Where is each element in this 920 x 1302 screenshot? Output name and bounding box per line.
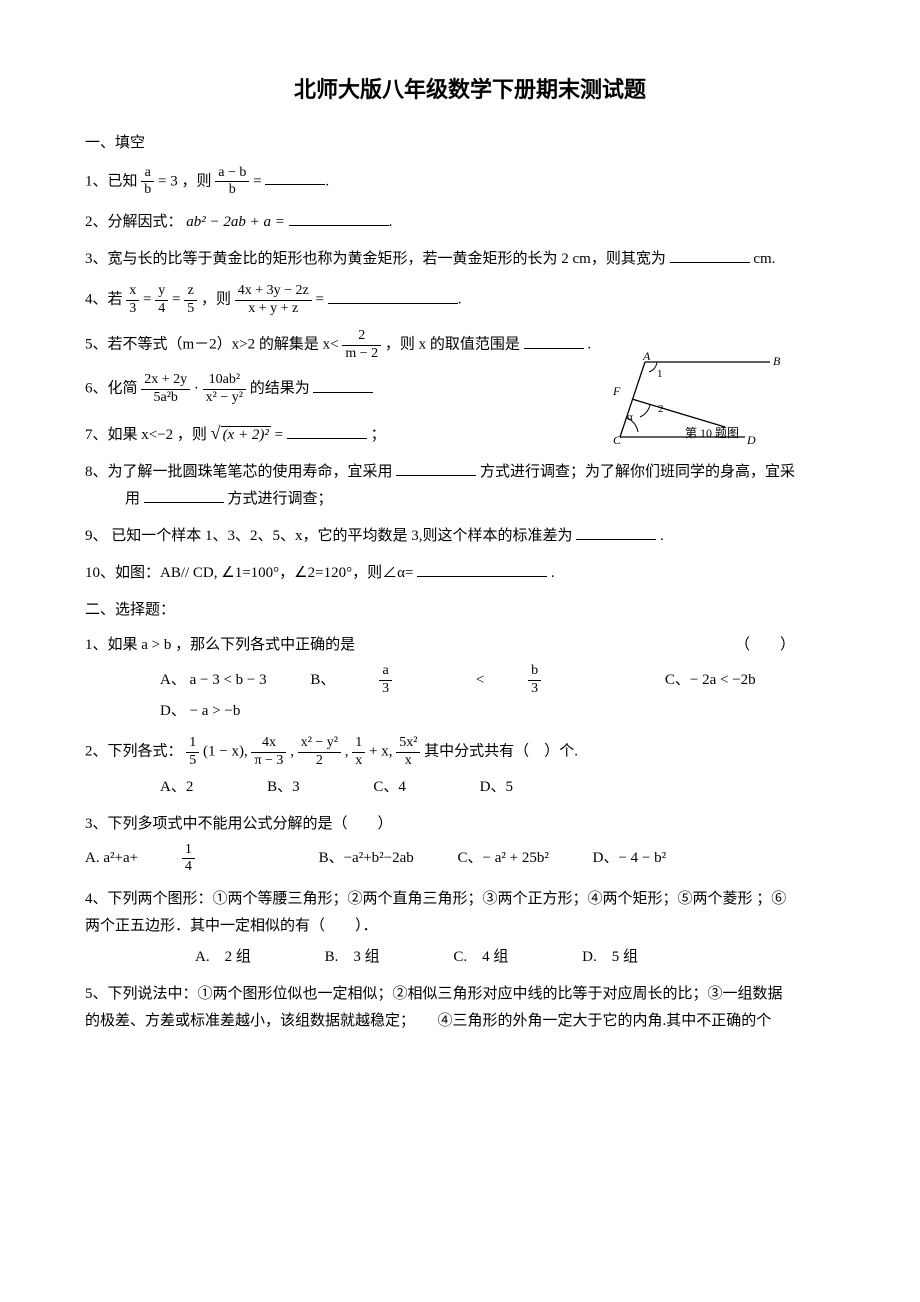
q1-1-post: = — [253, 173, 261, 189]
q2-2: 2、下列各式： 15 (1 − x), 4xπ − 3 , x² − y²2 ,… — [85, 735, 855, 801]
q1-4: 4、若 x3 = y4 = z5 ，则 4x + 3y − 2zx + y + … — [85, 283, 855, 318]
q1-6: 6、化简 2x + 2y5a²b · 10ab²x² − y² 的结果为 A B… — [85, 372, 855, 407]
svg-text:B: B — [773, 354, 781, 368]
q1-4-pre: 4、若 — [85, 292, 126, 308]
blank — [287, 424, 367, 439]
opt-B: B、3 — [267, 774, 300, 801]
document-title: 北师大版八年级数学下册期末测试题 — [85, 70, 855, 110]
q1-8: 8、为了解一批圆珠笔笔芯的使用寿命，宜采用 方式进行调查；为了解你们班同学的身高… — [85, 459, 855, 513]
q1-2: 2、分解因式： ab² − 2ab + a = . — [85, 209, 855, 236]
blank — [417, 562, 547, 577]
opt-D: D、− 4 − b² — [593, 845, 667, 872]
opt-A: A. 2 组 — [195, 944, 251, 971]
q1-9: 9、 已知一个样本 1、3、2、5、x，它的平均数是 3,则这个样本的标准差为 … — [85, 523, 855, 550]
svg-text:1: 1 — [657, 368, 663, 380]
blank — [524, 334, 584, 349]
blank — [396, 461, 476, 476]
q1-1-pre: 1、已知 — [85, 173, 138, 189]
section-1-header: 一、填空 — [85, 130, 855, 157]
q2-4: 4、下列两个图形：①两个等腰三角形；②两个直角三角形；③两个正方形；④两个矩形；… — [85, 886, 855, 971]
opt-D: D、5 — [480, 774, 513, 801]
q1-7: 7、如果 x<−2 ，则 (x + 2)² = ； — [85, 417, 855, 449]
q1-5-pre: 5、若不等式（m－2）x>2 的解集是 x< — [85, 337, 342, 353]
blank — [576, 525, 656, 540]
section-2-header: 二、选择题： — [85, 597, 855, 624]
q1-10: 10、如图：AB// CD, ∠1=100°，∠2=120°，则∠α= . — [85, 560, 855, 587]
q1-1: 1、已知 ab = 3 ，则 a − bb = . — [85, 165, 855, 200]
blank — [144, 488, 224, 503]
opt-C: C、− a² + 25b² — [458, 845, 549, 872]
opt-A: A. a²+a+ 14 — [85, 842, 275, 877]
blank — [313, 378, 373, 393]
q1-1-mid: = 3 ，则 — [158, 173, 215, 189]
frac-a-b: ab — [141, 165, 154, 200]
opt-A: A、 a − 3 < b − 3 — [160, 667, 267, 694]
q1-2-expr: ab² − 2ab + a = — [186, 214, 285, 230]
blank — [328, 289, 458, 304]
blank — [289, 211, 389, 226]
blank — [670, 248, 750, 263]
opt-D: D、 − a > −b — [160, 698, 240, 725]
svg-text:2: 2 — [658, 403, 664, 415]
opt-C: C、− 2a < −2b — [665, 667, 756, 694]
q1-3-unit: cm. — [753, 251, 775, 267]
opt-B: B、−a²+b²−2ab — [319, 845, 414, 872]
q2-5: 5、下列说法中：①两个图形位似也一定相似；②相似三角形对应中线的比等于对应周长的… — [85, 981, 855, 1035]
opt-C: C、4 — [373, 774, 406, 801]
svg-text:A: A — [642, 352, 651, 363]
opt-D: D. 5 组 — [582, 944, 638, 971]
opt-B: B、 a3 < b3 — [310, 663, 621, 698]
svg-text:F: F — [612, 384, 621, 398]
q1-2-pre: 2、分解因式： — [85, 214, 183, 230]
q1-6-pre: 6、化简 — [85, 381, 138, 397]
opt-A: A、2 — [160, 774, 193, 801]
sqrt-expr: (x + 2)² — [211, 417, 271, 449]
blank — [265, 170, 325, 185]
q2-1: 1、如果 a > b ，那么下列各式中正确的是 （ ） A、 a − 3 < b… — [85, 632, 855, 725]
q1-7-pre: 7、如果 x<−2 ，则 — [85, 427, 211, 443]
opt-C: C. 4 组 — [453, 944, 508, 971]
q1-3-text: 3、宽与长的比等于黄金比的矩形也称为黄金矩形，若一黄金矩形的长为 2 cm，则其… — [85, 251, 666, 267]
frac-amb-b: a − bb — [215, 165, 249, 200]
q1-3: 3、宽与长的比等于黄金比的矩形也称为黄金矩形，若一黄金矩形的长为 2 cm，则其… — [85, 246, 855, 273]
q2-3: 3、下列多项式中不能用公式分解的是（ ） A. a²+a+ 14 B、−a²+b… — [85, 811, 855, 877]
opt-B: B. 3 组 — [325, 944, 380, 971]
